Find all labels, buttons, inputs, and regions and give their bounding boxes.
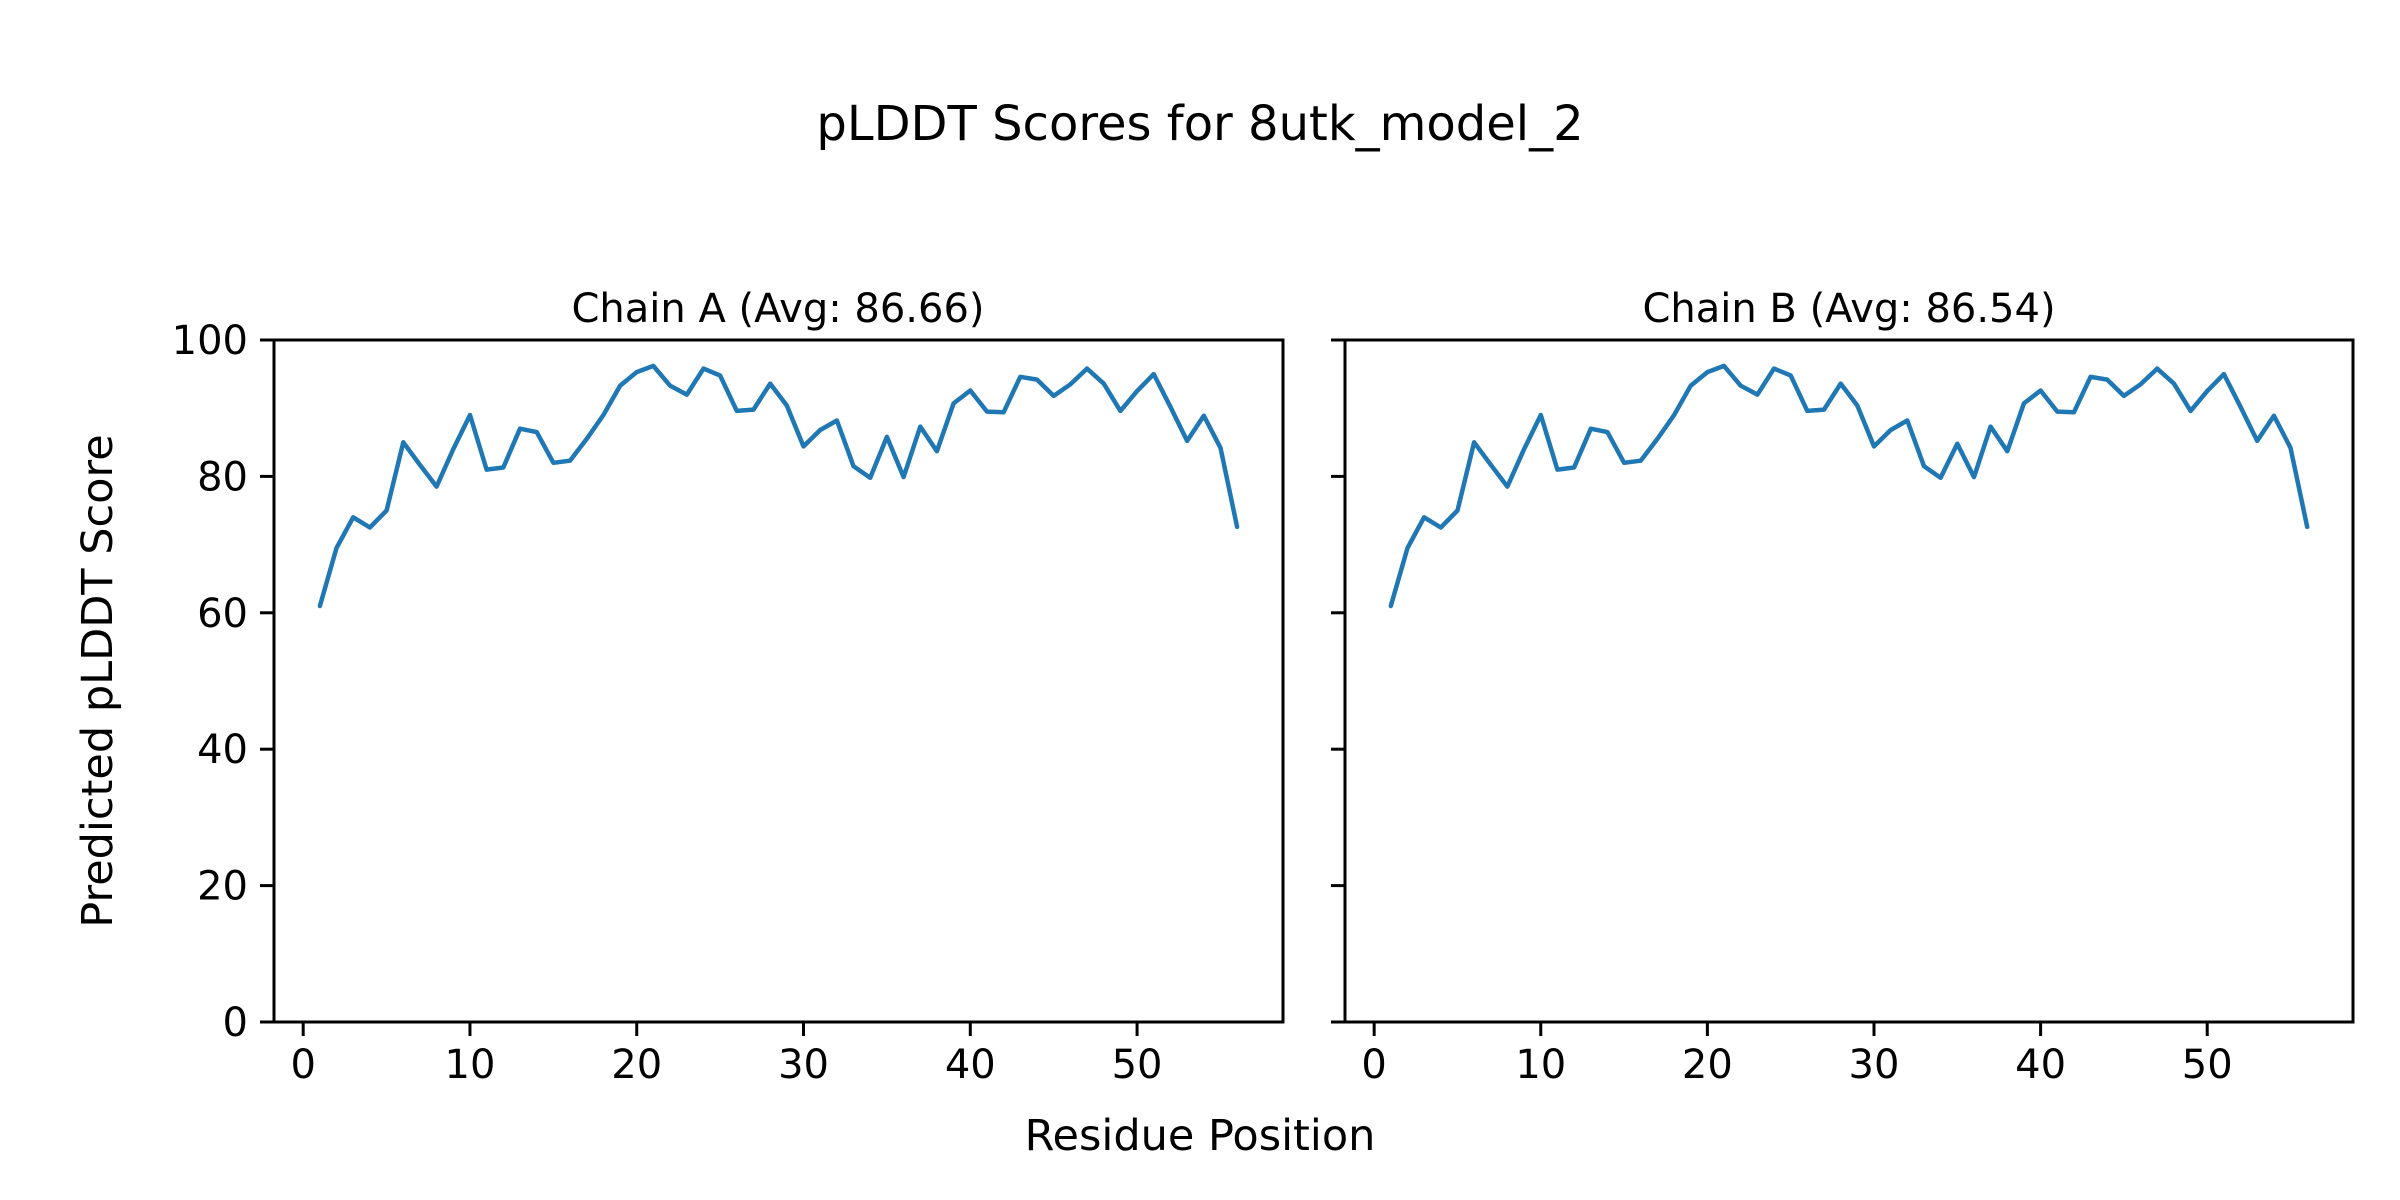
y-tick-label: 100 [172, 318, 248, 364]
y-tick-label: 0 [223, 1000, 248, 1046]
x-tick-label: 40 [2015, 1042, 2066, 1088]
x-tick-label: 20 [611, 1042, 662, 1088]
plot-box-chain-b [1343, 338, 2355, 1024]
x-tick-label: 50 [2182, 1042, 2233, 1088]
x-tick-label: 20 [1682, 1042, 1733, 1088]
subplot-title-chain-a: Chain A (Avg: 86.66) [571, 286, 984, 332]
plot-box-chain-a [272, 338, 1285, 1024]
axes-chain-a: 0 10 20 30 40 50 0 20 40 60 80 100 [172, 318, 1285, 1088]
x-axis-label: Residue Position [1025, 1111, 1376, 1161]
x-tick-label: 0 [1361, 1042, 1386, 1088]
axes-chain-b: 0 10 20 30 40 50 [1331, 338, 2355, 1088]
x-tick-label: 50 [1112, 1042, 1163, 1088]
x-tick-label: 40 [945, 1042, 996, 1088]
x-tick-label: 0 [290, 1042, 315, 1088]
plddt-line-chain-a [317, 363, 1240, 609]
x-tick-label: 10 [1515, 1042, 1566, 1088]
figure-title: pLDDT Scores for 8utk_model_2 [816, 96, 1583, 152]
x-tick-label: 30 [778, 1042, 829, 1088]
x-tick-label: 10 [445, 1042, 496, 1088]
y-tick-label: 40 [197, 727, 248, 773]
y-tick-label: 60 [197, 591, 248, 637]
y-tick-label: 80 [197, 454, 248, 500]
plddt-line-chain-b [1388, 363, 2310, 609]
subplot-title-chain-b: Chain B (Avg: 86.54) [1642, 286, 2055, 332]
x-tick-label: 30 [1849, 1042, 1900, 1088]
y-axis-label: Predicted pLDDT Score [73, 434, 123, 927]
y-tick-label: 20 [197, 864, 248, 910]
